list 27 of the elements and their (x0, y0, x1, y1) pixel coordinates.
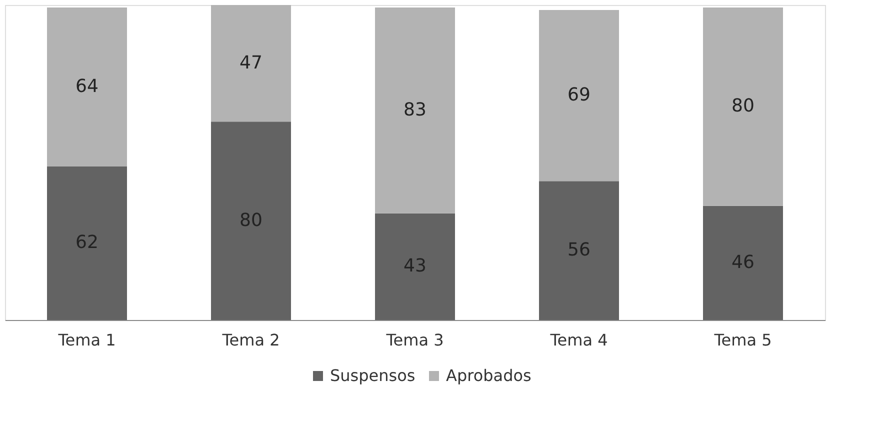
bar (211, 5, 291, 122)
bar (703, 7, 783, 206)
data-label: 64 (76, 76, 98, 97)
x-tick-label: Tema 4 (549, 330, 608, 350)
data-label: 83 (404, 99, 426, 120)
data-label: 62 (76, 232, 98, 254)
bar (539, 181, 619, 320)
data-label: 69 (568, 84, 590, 106)
bar (539, 10, 619, 182)
bar (375, 213, 455, 320)
bar (211, 122, 291, 320)
legend-label: Suspensos (330, 366, 416, 385)
data-label: 46 (732, 252, 754, 273)
x-tick-label: Tema 3 (385, 330, 444, 350)
data-label: 43 (404, 256, 426, 277)
legend-label: Aprobados (446, 366, 532, 385)
data-label: 80 (732, 96, 754, 117)
data-label: 47 (240, 52, 262, 74)
x-tick-label: Tema 1 (57, 330, 116, 350)
x-tick-label: Tema 2 (221, 330, 280, 350)
data-label: 56 (568, 240, 590, 261)
bar (47, 166, 127, 320)
bar (375, 7, 455, 214)
bar (703, 206, 783, 320)
x-tick-label: Tema 5 (713, 330, 772, 350)
bar (47, 7, 127, 166)
data-label: 80 (240, 210, 262, 231)
